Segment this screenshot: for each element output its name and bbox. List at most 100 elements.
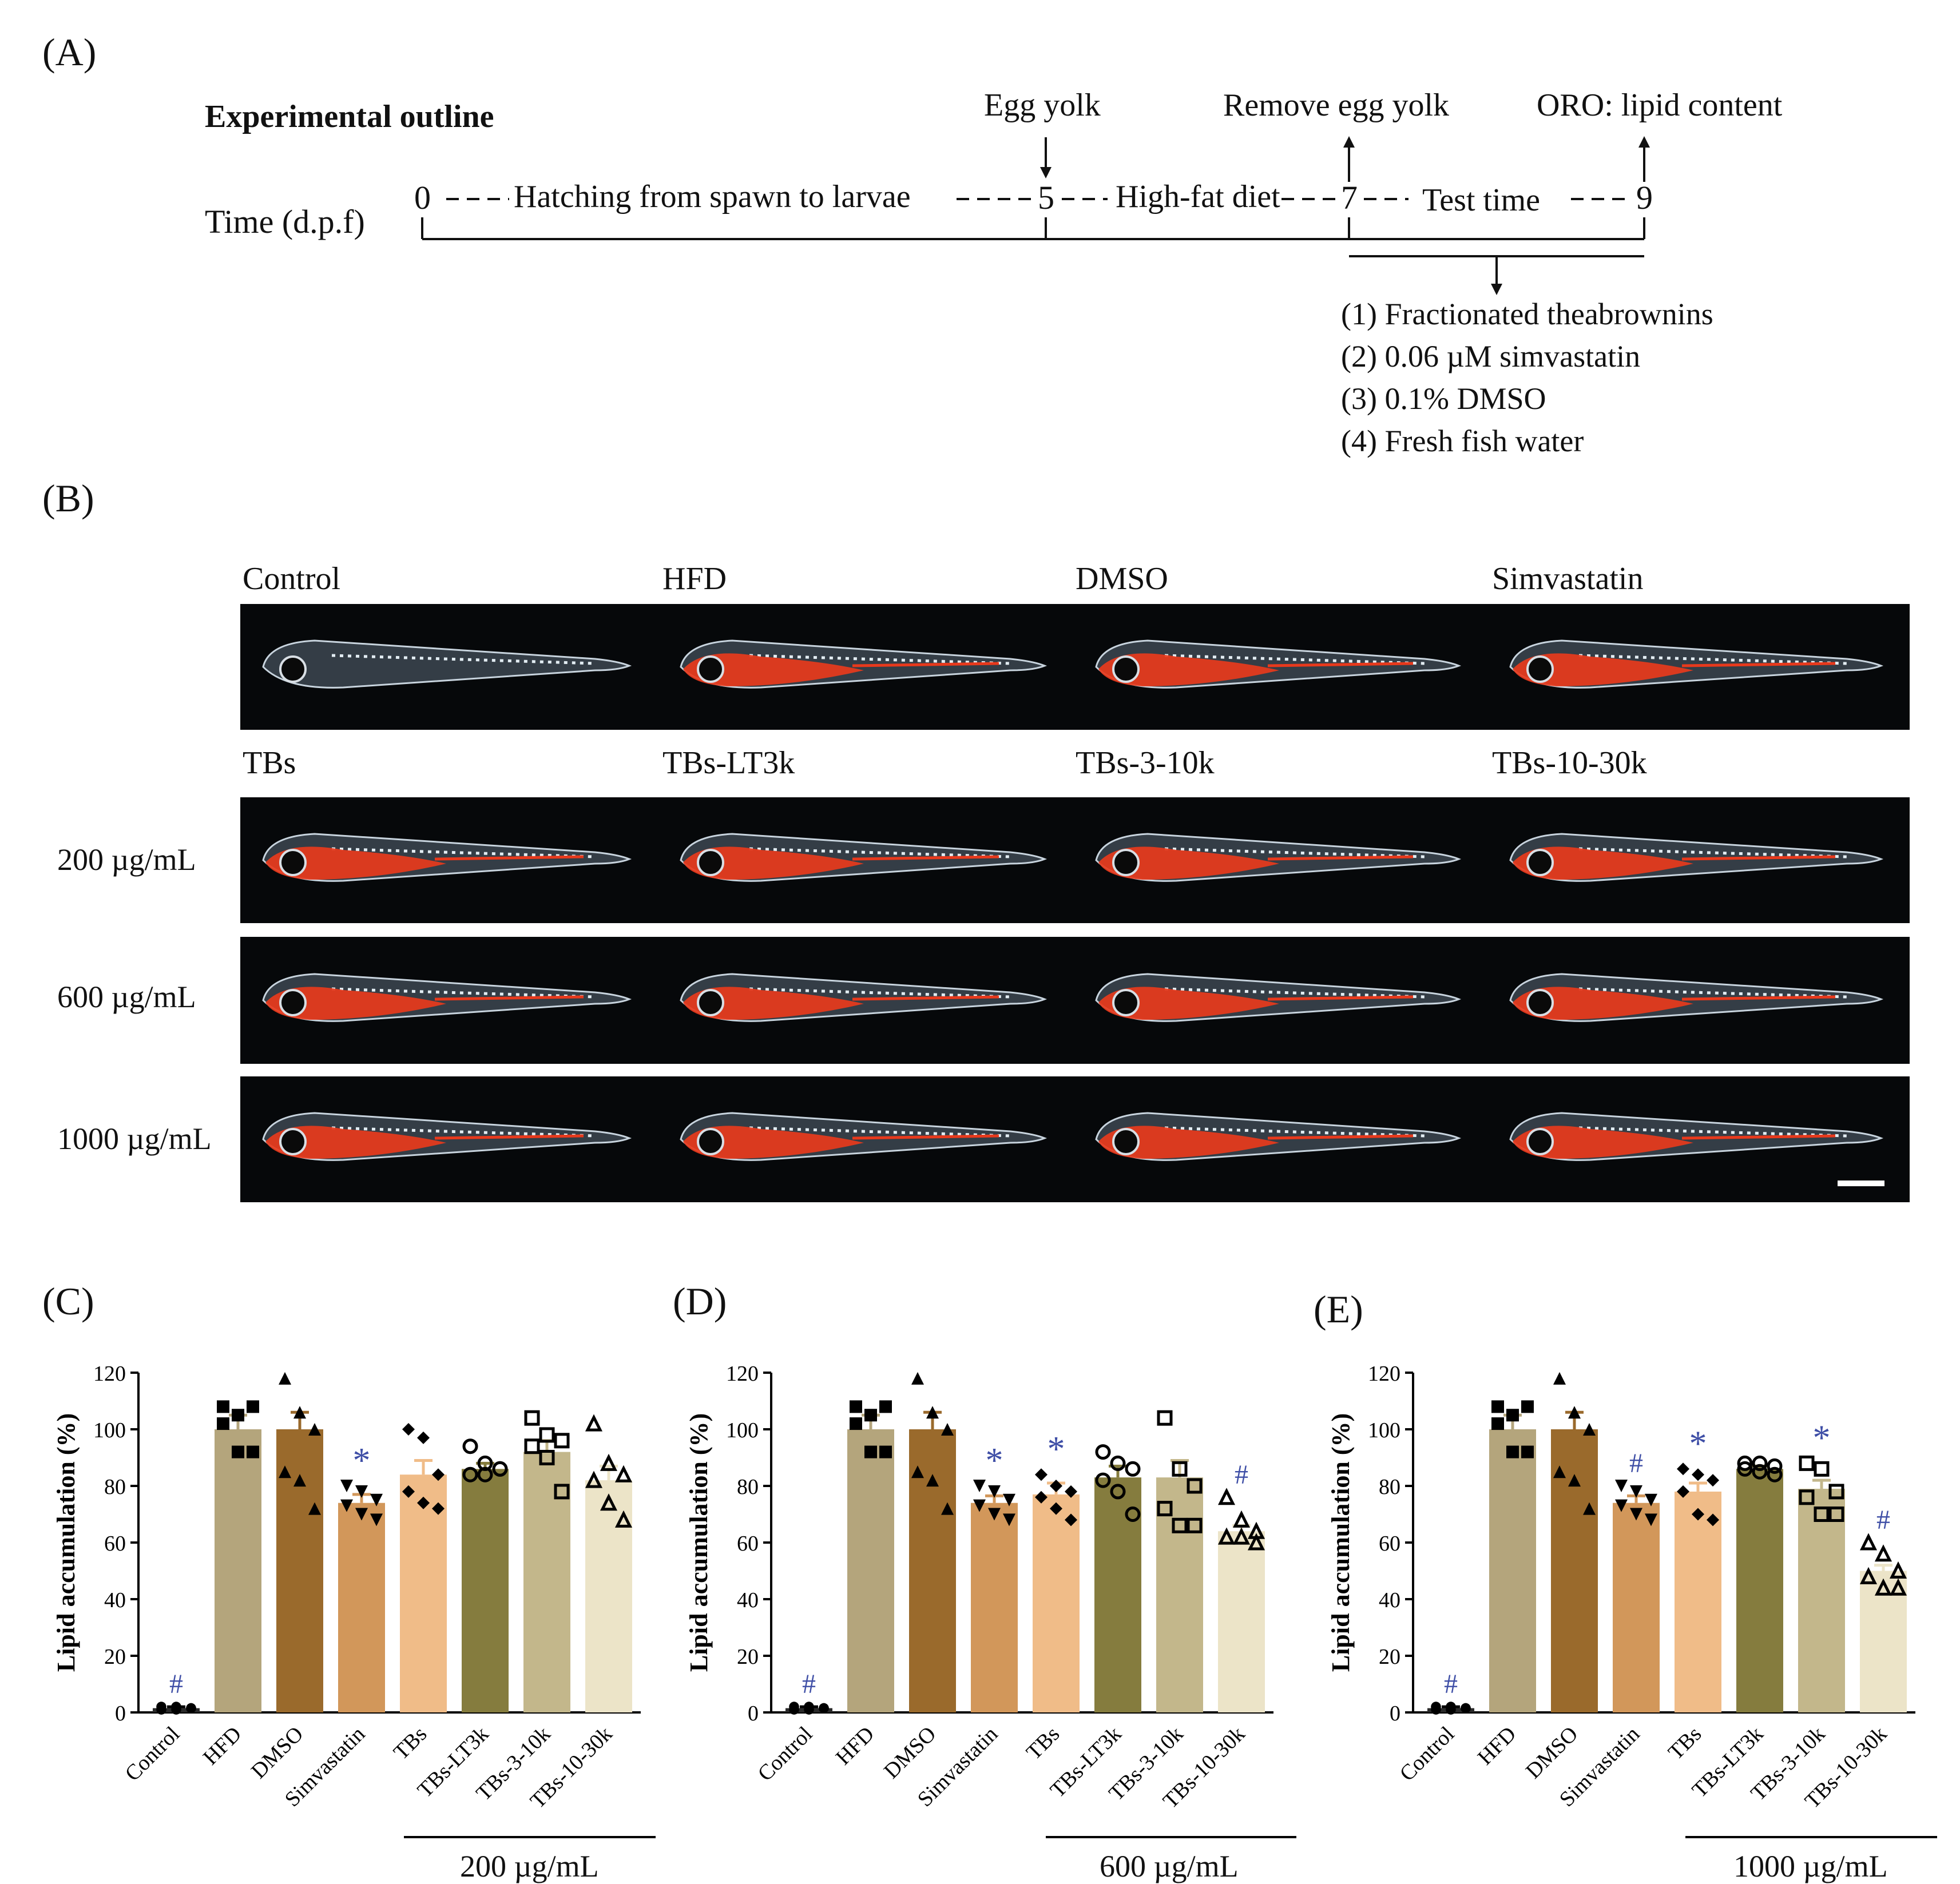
fish-spine	[1164, 1126, 1425, 1138]
data-point	[279, 1465, 291, 1478]
outline-title: Experimental outline	[205, 99, 494, 134]
data-point	[1003, 1493, 1015, 1507]
group-label-600: 600 µg/mL	[1100, 1849, 1239, 1883]
fish-eye	[1526, 989, 1554, 1016]
data-point	[1125, 1461, 1141, 1477]
fish-eye	[697, 989, 724, 1016]
data-point	[308, 1502, 321, 1515]
lipid-stain-line	[1681, 662, 1836, 667]
data-point	[539, 1450, 555, 1465]
y-tick-label: 40	[737, 1588, 759, 1612]
fish-spine	[1164, 654, 1425, 665]
panel-label-b: (B)	[42, 476, 94, 520]
data-point	[614, 1510, 633, 1528]
data-point	[477, 1466, 493, 1482]
data-point	[1799, 1455, 1815, 1471]
fish-spine	[331, 654, 596, 665]
data-point	[1050, 1480, 1062, 1492]
fish-eye	[1112, 989, 1140, 1016]
data-point	[232, 1445, 244, 1458]
data-point	[171, 1702, 181, 1712]
x-tick-label: HFD	[1473, 1722, 1521, 1770]
chart-1: 0 20 40 60 80 100 120 Lipid accumulation (%) # Co…	[52, 1362, 656, 1838]
y-tick-label: 0	[115, 1702, 126, 1726]
data-point	[1583, 1423, 1596, 1436]
data-point	[1677, 1485, 1689, 1498]
data-point	[1553, 1372, 1566, 1385]
lipid-stain	[265, 987, 446, 1020]
lipid-stain	[265, 1126, 446, 1159]
lipid-stain-line	[434, 995, 584, 1001]
y-tick-label: 20	[737, 1645, 759, 1669]
data-point	[1615, 1480, 1628, 1492]
lipid-stain	[1513, 1126, 1693, 1159]
data-point	[1889, 1561, 1907, 1579]
time-axis-label: Time (d.p.f)	[205, 203, 365, 240]
data-point	[524, 1438, 540, 1454]
data-point	[804, 1702, 814, 1712]
fish-eye	[279, 1128, 307, 1155]
data-point	[247, 1400, 259, 1413]
data-point	[462, 1438, 478, 1454]
bar	[215, 1429, 261, 1712]
bar	[971, 1503, 1018, 1712]
lipid-stain-line	[1267, 855, 1414, 861]
data-point	[1737, 1455, 1753, 1471]
data-point	[1491, 1417, 1504, 1430]
y-tick-label: 80	[104, 1475, 126, 1499]
fish-spine	[1164, 847, 1425, 858]
lipid-stain-line	[434, 1134, 584, 1140]
fish-larva	[1509, 639, 1884, 689]
x-tick-label: Control	[753, 1722, 818, 1786]
fish-eye	[1112, 655, 1140, 683]
data-point	[1677, 1462, 1689, 1476]
panel-label-d: (D)	[673, 1279, 727, 1323]
data-point	[1157, 1410, 1173, 1426]
bar	[1033, 1494, 1080, 1712]
data-point	[156, 1702, 166, 1712]
data-point	[850, 1400, 862, 1413]
lipid-stain-line	[852, 662, 999, 667]
fish-eye	[279, 655, 307, 683]
fish-larva	[680, 1112, 1048, 1161]
segment-test-time: Test time	[1422, 182, 1541, 218]
fish-larva	[680, 639, 1048, 689]
fish-spine	[1164, 987, 1425, 999]
data-point	[217, 1400, 229, 1413]
data-point	[1645, 1513, 1657, 1527]
y-tick-label: 40	[104, 1588, 126, 1612]
data-point	[1553, 1465, 1566, 1478]
fish-eye	[1526, 849, 1554, 876]
fish-larva	[1509, 833, 1884, 882]
lipid-stain	[1098, 1126, 1279, 1159]
data-point	[864, 1445, 877, 1458]
data-point	[1232, 1527, 1251, 1545]
data-point	[911, 1372, 924, 1385]
y-tick-label: 100	[726, 1418, 759, 1442]
data-point	[492, 1461, 508, 1477]
fish-larva	[262, 1112, 632, 1161]
data-point	[1859, 1567, 1878, 1584]
data-point	[1110, 1484, 1126, 1500]
y-tick-label: 60	[737, 1532, 759, 1556]
fish-larva	[680, 973, 1048, 1022]
significance-mark: #	[1444, 1669, 1458, 1699]
y-tick-label: 100	[93, 1418, 126, 1442]
data-point	[1767, 1458, 1783, 1474]
bar	[1736, 1469, 1783, 1712]
data-point	[1065, 1485, 1077, 1498]
group-label-1000: 1000 µg/mL	[1733, 1849, 1888, 1883]
y-tick-label: 100	[1368, 1418, 1400, 1442]
bar	[847, 1429, 894, 1712]
event-egg-yolk: Egg yolk	[984, 88, 1101, 123]
x-tick-label: DMSO	[879, 1722, 941, 1783]
fish-larva	[262, 639, 632, 689]
y-tick-label: 0	[1390, 1702, 1400, 1726]
fish-spine	[331, 987, 596, 999]
data-point	[1874, 1578, 1892, 1596]
data-point	[402, 1423, 415, 1436]
bar	[523, 1452, 570, 1712]
data-point	[293, 1474, 306, 1487]
image-label-tbs-lt3k: TBs-LT3k	[662, 745, 795, 781]
lipid-stain	[683, 653, 864, 686]
